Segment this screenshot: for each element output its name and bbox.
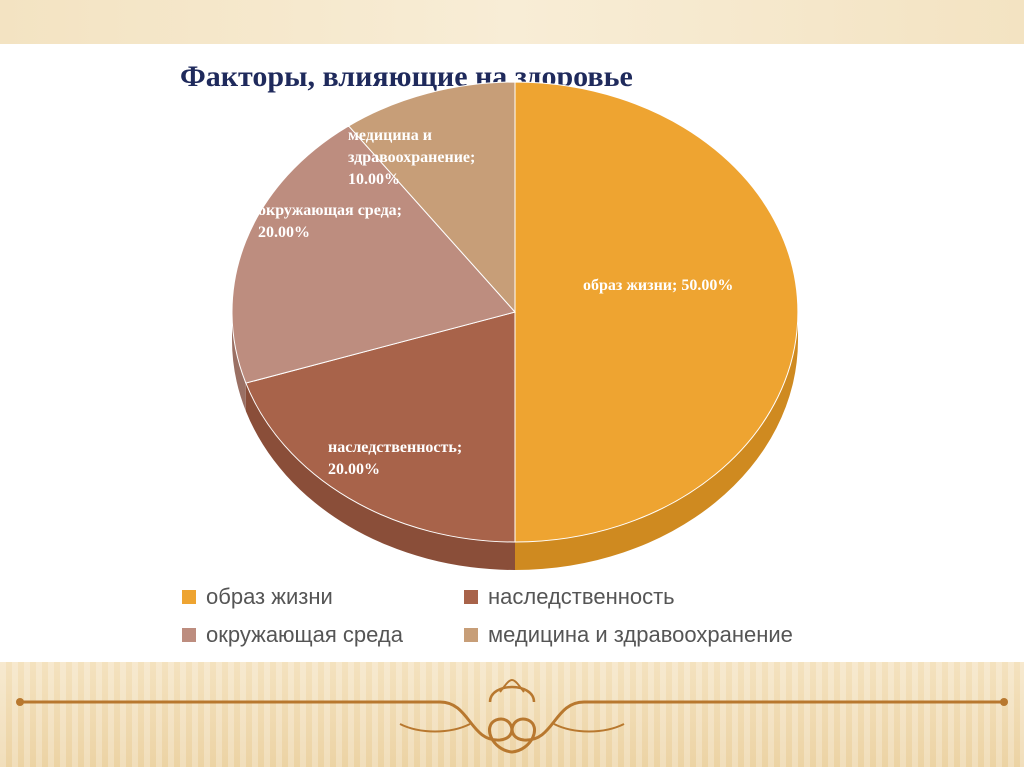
slice-наследственность-label: наследственность; 20.00%	[328, 439, 462, 478]
pie-chart: образ жизни; 50.00% наследственность; 20.0…	[231, 81, 799, 570]
top-decorative-band	[0, 0, 1024, 44]
legend-item-environment: окружающая среда	[182, 622, 464, 648]
slice-наследственность	[245, 311, 516, 543]
slice-образ-жизни-label: образ жизни; 50.00%	[583, 277, 733, 294]
chart-legend: образ жизни наследственность окружающая …	[182, 584, 882, 648]
slice-образ-жизни-side	[515, 312, 798, 570]
legend-item-lifestyle: образ жизни	[182, 584, 464, 610]
slice-медицина-и-здравоохранение	[347, 81, 516, 314]
pie-label-layer: образ жизни; 50.00% наследственность; 20.0…	[258, 127, 733, 478]
slice-образ-жизни	[514, 81, 799, 543]
legend-swatch	[464, 590, 478, 604]
legend-item-heredity: наследственность	[464, 584, 884, 610]
legend-swatch	[182, 628, 196, 642]
ornament-flourish	[16, 679, 1008, 754]
legend-label: окружающая среда	[206, 622, 403, 647]
slice-медицина-и-здравоохранение-label: медицина и здравоохранение; 10.00%	[348, 127, 475, 188]
slice-окружающая-среда	[231, 125, 516, 384]
pie-top-layer	[231, 81, 799, 543]
legend-swatch	[182, 590, 196, 604]
legend-label: образ жизни	[206, 584, 333, 609]
legend-label: наследственность	[488, 584, 675, 609]
slice-наследственность-side	[245, 383, 515, 570]
legend-item-healthcare: медицина и здравоохранение	[464, 622, 884, 648]
slice-окружающая-среда-label: окружающая среда; 20.00%	[258, 202, 402, 241]
pie-side-layer	[232, 312, 798, 570]
legend-swatch	[464, 628, 478, 642]
slice-окружающая-среда-side	[232, 312, 246, 412]
legend-label: медицина и здравоохранение	[488, 622, 793, 647]
